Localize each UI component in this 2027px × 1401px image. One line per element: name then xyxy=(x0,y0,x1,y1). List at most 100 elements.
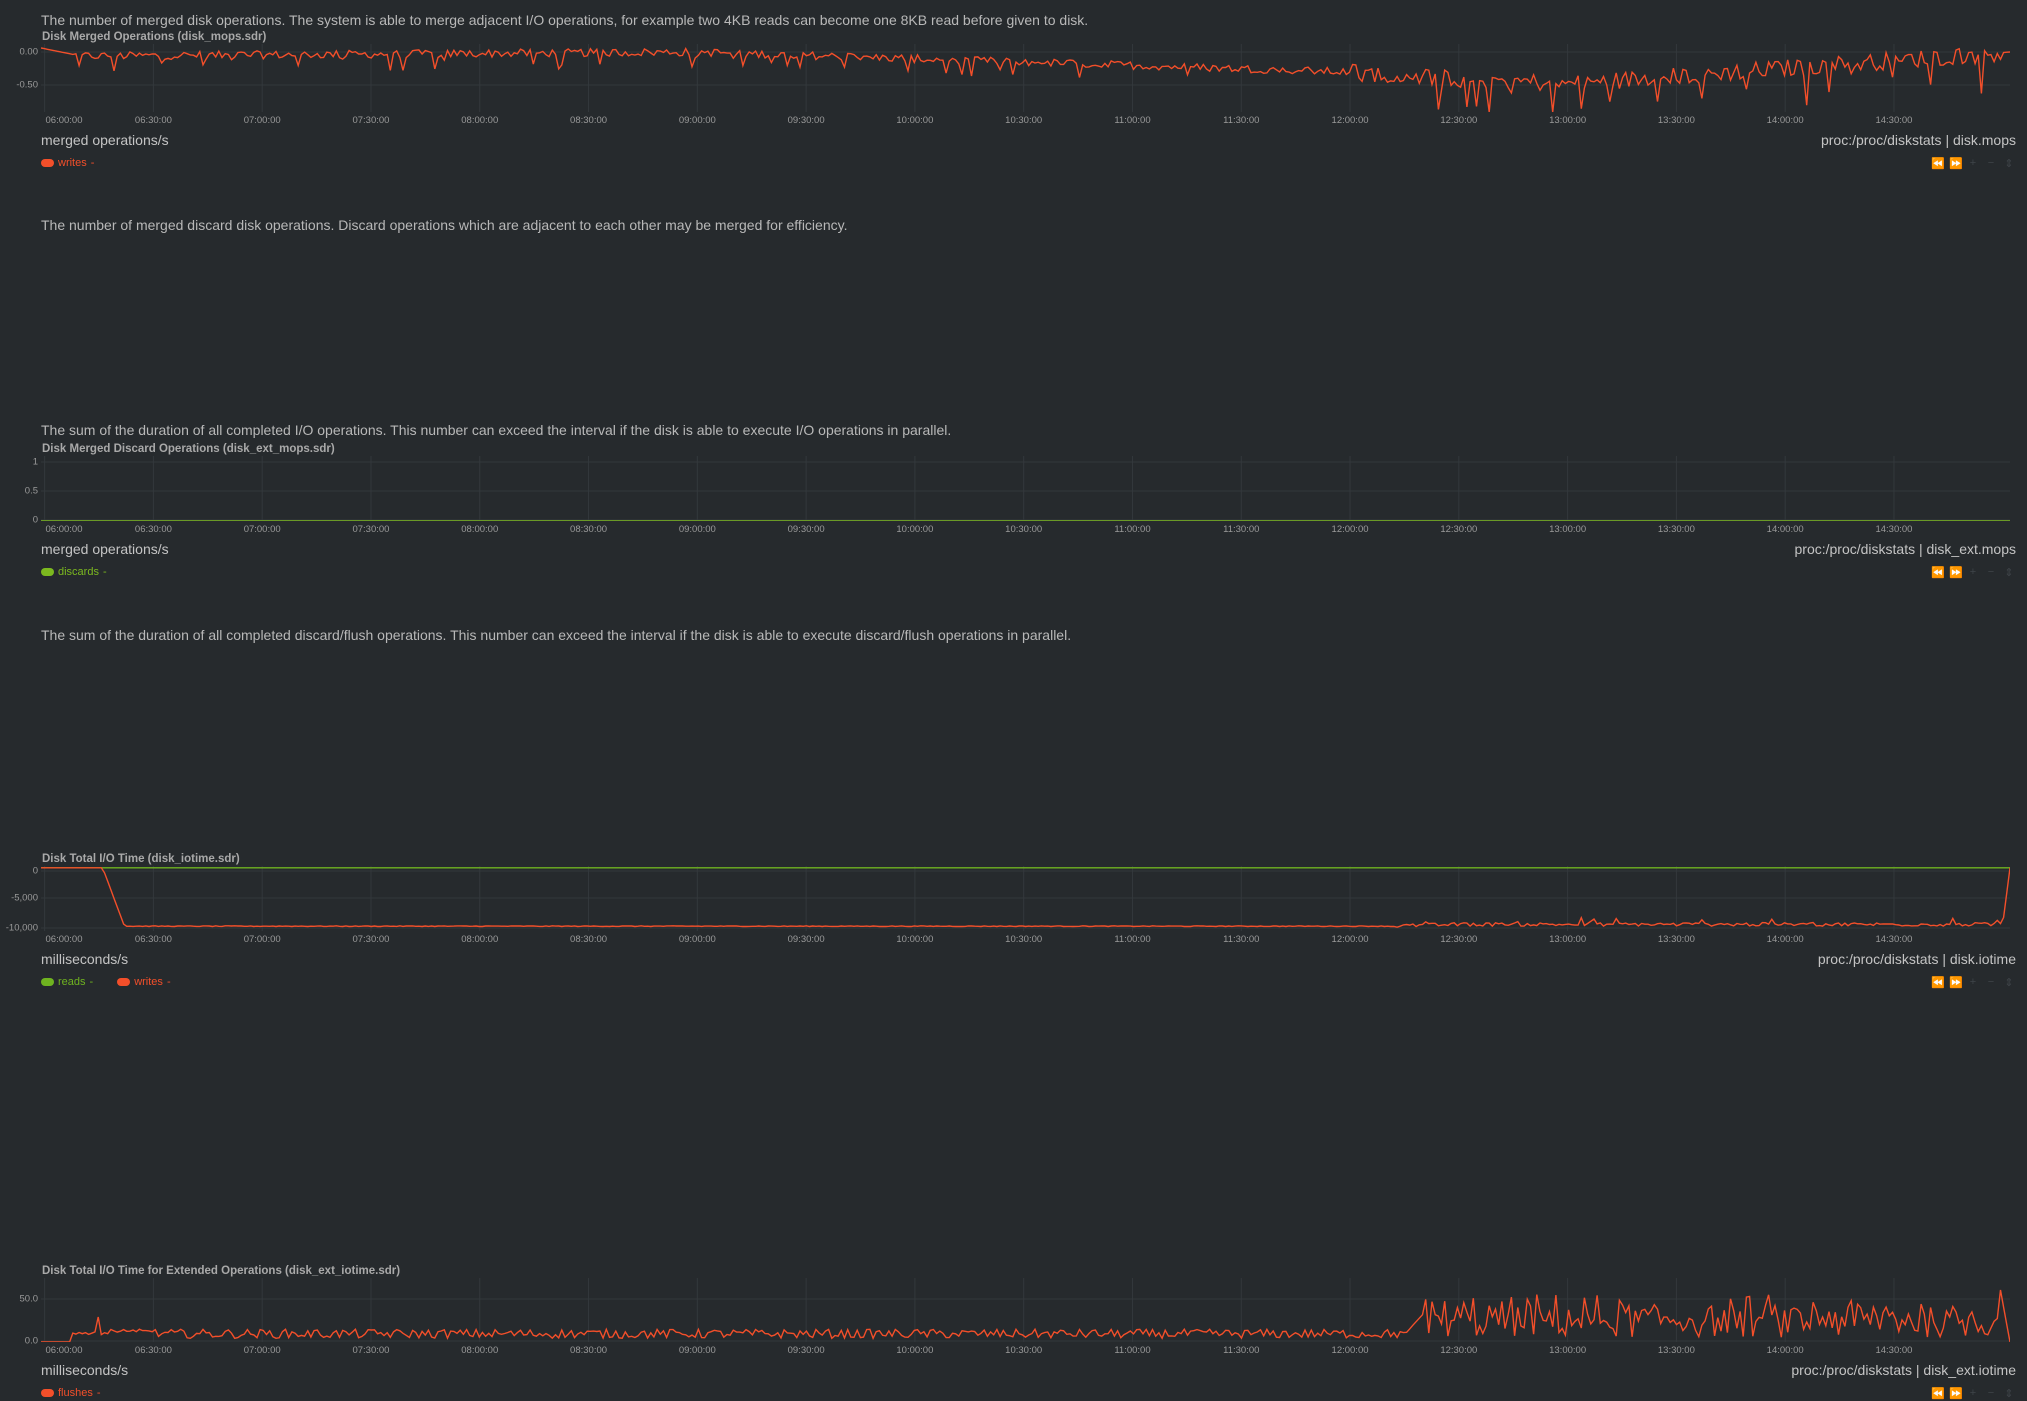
x-tick-label: 11:00:00 xyxy=(1114,1345,1151,1356)
x-tick-label: 06:00:00 xyxy=(45,115,83,126)
y-tick-label: 0 xyxy=(32,865,38,877)
x-tick-label: 09:30:00 xyxy=(787,934,825,945)
fast-forward-icon[interactable]: ⏩ xyxy=(1949,158,1963,170)
fast-forward-icon[interactable]: ⏩ xyxy=(1949,1388,1963,1400)
x-tick-label: 06:30:00 xyxy=(134,524,172,535)
rewind-icon[interactable]: ⏪ xyxy=(1931,567,1945,579)
rewind-icon[interactable]: ⏪ xyxy=(1931,977,1945,989)
legend-item-writes[interactable]: writes - xyxy=(117,976,171,988)
x-tick-label: 08:30:00 xyxy=(570,934,608,945)
y-axis-labels: 1 0.5 0 xyxy=(0,205,40,526)
x-tick-label: 06:30:00 xyxy=(134,115,172,126)
y-tick-label: 0.0 xyxy=(24,1335,38,1347)
x-tick-label: 10:30:00 xyxy=(1005,1345,1043,1356)
rewind-icon[interactable]: ⏪ xyxy=(1931,1388,1945,1400)
zoom-out-icon[interactable]: − xyxy=(1987,976,1995,988)
x-axis-labels: 06:00:00 06:30:00 07:00:00 07:30:00 08:00:00… xyxy=(41,524,2010,538)
legend-swatch xyxy=(41,978,54,986)
x-tick-label: 07:30:00 xyxy=(352,115,390,126)
x-tick-label: 10:00:00 xyxy=(896,115,934,126)
x-tick-label: 10:30:00 xyxy=(1005,524,1043,535)
zoom-out-icon[interactable]: − xyxy=(1987,157,1995,169)
x-tick-label: 13:30:00 xyxy=(1657,115,1695,126)
resize-icon[interactable]: ⇕ xyxy=(2004,1388,2014,1400)
x-tick-label: 10:00:00 xyxy=(896,1345,934,1356)
chart-title: Disk Merged Discard Operations (disk_ext… xyxy=(42,443,335,455)
y-tick-label: 0.00 xyxy=(19,46,39,58)
x-tick-label: 13:00:00 xyxy=(1549,524,1587,535)
chart-legend: writes - xyxy=(41,157,118,171)
chart-plot[interactable] xyxy=(41,866,2010,931)
y-tick-label: -10,000 xyxy=(5,922,38,934)
zoom-in-icon[interactable]: + xyxy=(1969,976,1977,988)
x-axis-labels: 06:00:00 06:30:00 07:00:00 07:30:00 08:00:00… xyxy=(41,934,2010,948)
chart-panel: The number of merged disk operations. Th… xyxy=(0,0,2027,205)
series-line-flushes xyxy=(41,1289,2010,1342)
legend-swatch xyxy=(41,159,54,167)
x-tick-label: 06:00:00 xyxy=(45,934,83,945)
chart-description: The number of merged disk operations. Th… xyxy=(41,12,1089,28)
chart-units: merged operations/s xyxy=(41,541,169,557)
x-tick-label: 06:30:00 xyxy=(134,934,172,945)
zoom-out-icon[interactable]: − xyxy=(1987,566,1995,578)
zoom-in-icon[interactable]: + xyxy=(1969,1387,1977,1399)
chart-title: Disk Merged Operations (disk_mops.sdr) xyxy=(42,31,267,43)
x-tick-label: 09:30:00 xyxy=(787,1345,825,1356)
chart-plot[interactable] xyxy=(41,456,2010,521)
y-tick-label: 0 xyxy=(32,514,38,526)
legend-item-discards[interactable]: discards - xyxy=(41,566,107,578)
x-tick-label: 13:30:00 xyxy=(1657,1345,1695,1356)
resize-icon[interactable]: ⇕ xyxy=(2004,977,2014,989)
chart-source: proc:/proc/diskstats | disk.mops xyxy=(1820,132,2016,148)
legend-item-flushes[interactable]: flushes - xyxy=(41,1387,101,1399)
resize-icon[interactable]: ⇕ xyxy=(2004,567,2014,579)
chart-legend: reads - writes - xyxy=(41,976,195,990)
chart-panel: The number of merged discard disk operat… xyxy=(0,205,2027,579)
legend-label: writes xyxy=(134,976,163,988)
legend-item-writes[interactable]: writes - xyxy=(41,157,94,169)
chart-plot[interactable] xyxy=(41,44,2010,112)
chart-legend: flushes - xyxy=(41,1387,125,1401)
legend-value: - xyxy=(90,157,95,169)
x-tick-label: 12:30:00 xyxy=(1440,524,1478,535)
x-tick-label: 08:30:00 xyxy=(570,524,608,535)
resize-icon[interactable]: ⇕ xyxy=(2004,158,2014,170)
legend-label: flushes xyxy=(58,1387,93,1399)
chart-units: milliseconds/s xyxy=(41,1362,129,1378)
x-tick-label: 08:00:00 xyxy=(461,115,499,126)
x-tick-label: 12:30:00 xyxy=(1440,1345,1478,1356)
chart-panel: The sum of the duration of all completed… xyxy=(0,615,2027,1400)
x-tick-label: 07:00:00 xyxy=(243,115,281,126)
x-tick-label: 09:00:00 xyxy=(678,115,716,126)
x-tick-label: 11:30:00 xyxy=(1223,524,1260,535)
fast-forward-icon[interactable]: ⏩ xyxy=(1949,567,1963,579)
x-tick-label: 12:00:00 xyxy=(1331,115,1369,126)
chart-source: proc:/proc/diskstats | disk.iotime xyxy=(1817,951,2016,967)
y-axis-labels: 0.00 -0.50 xyxy=(0,0,40,205)
x-tick-label: 12:30:00 xyxy=(1440,934,1478,945)
x-tick-label: 07:30:00 xyxy=(352,1345,390,1356)
x-tick-label: 10:30:00 xyxy=(1005,115,1043,126)
legend-value: - xyxy=(102,566,107,578)
chart-plot[interactable] xyxy=(41,1278,2010,1342)
zoom-in-icon[interactable]: + xyxy=(1969,157,1977,169)
chart-controls: ⏪ ⏩ + − ⇕ xyxy=(1925,976,2015,990)
legend-item-reads[interactable]: reads - xyxy=(41,976,93,988)
y-tick-label: 0.5 xyxy=(24,485,38,497)
x-tick-label: 14:30:00 xyxy=(1875,524,1913,535)
x-tick-label: 12:00:00 xyxy=(1331,524,1369,535)
chart-controls: ⏪ ⏩ + − ⇕ xyxy=(1925,157,2015,171)
x-tick-label: 09:30:00 xyxy=(787,115,825,126)
x-tick-label: 10:00:00 xyxy=(896,934,934,945)
x-tick-label: 14:30:00 xyxy=(1875,115,1913,126)
x-tick-label: 09:00:00 xyxy=(678,934,716,945)
zoom-in-icon[interactable]: + xyxy=(1969,566,1977,578)
zoom-out-icon[interactable]: − xyxy=(1987,1387,1995,1399)
x-tick-label: 13:00:00 xyxy=(1549,934,1587,945)
rewind-icon[interactable]: ⏪ xyxy=(1931,158,1945,170)
x-tick-label: 13:00:00 xyxy=(1549,1345,1587,1356)
x-tick-label: 14:00:00 xyxy=(1766,1345,1804,1356)
fast-forward-icon[interactable]: ⏩ xyxy=(1949,977,1963,989)
x-tick-label: 12:30:00 xyxy=(1440,115,1478,126)
chart-source: proc:/proc/diskstats | disk_ext.mops xyxy=(1794,541,2017,557)
